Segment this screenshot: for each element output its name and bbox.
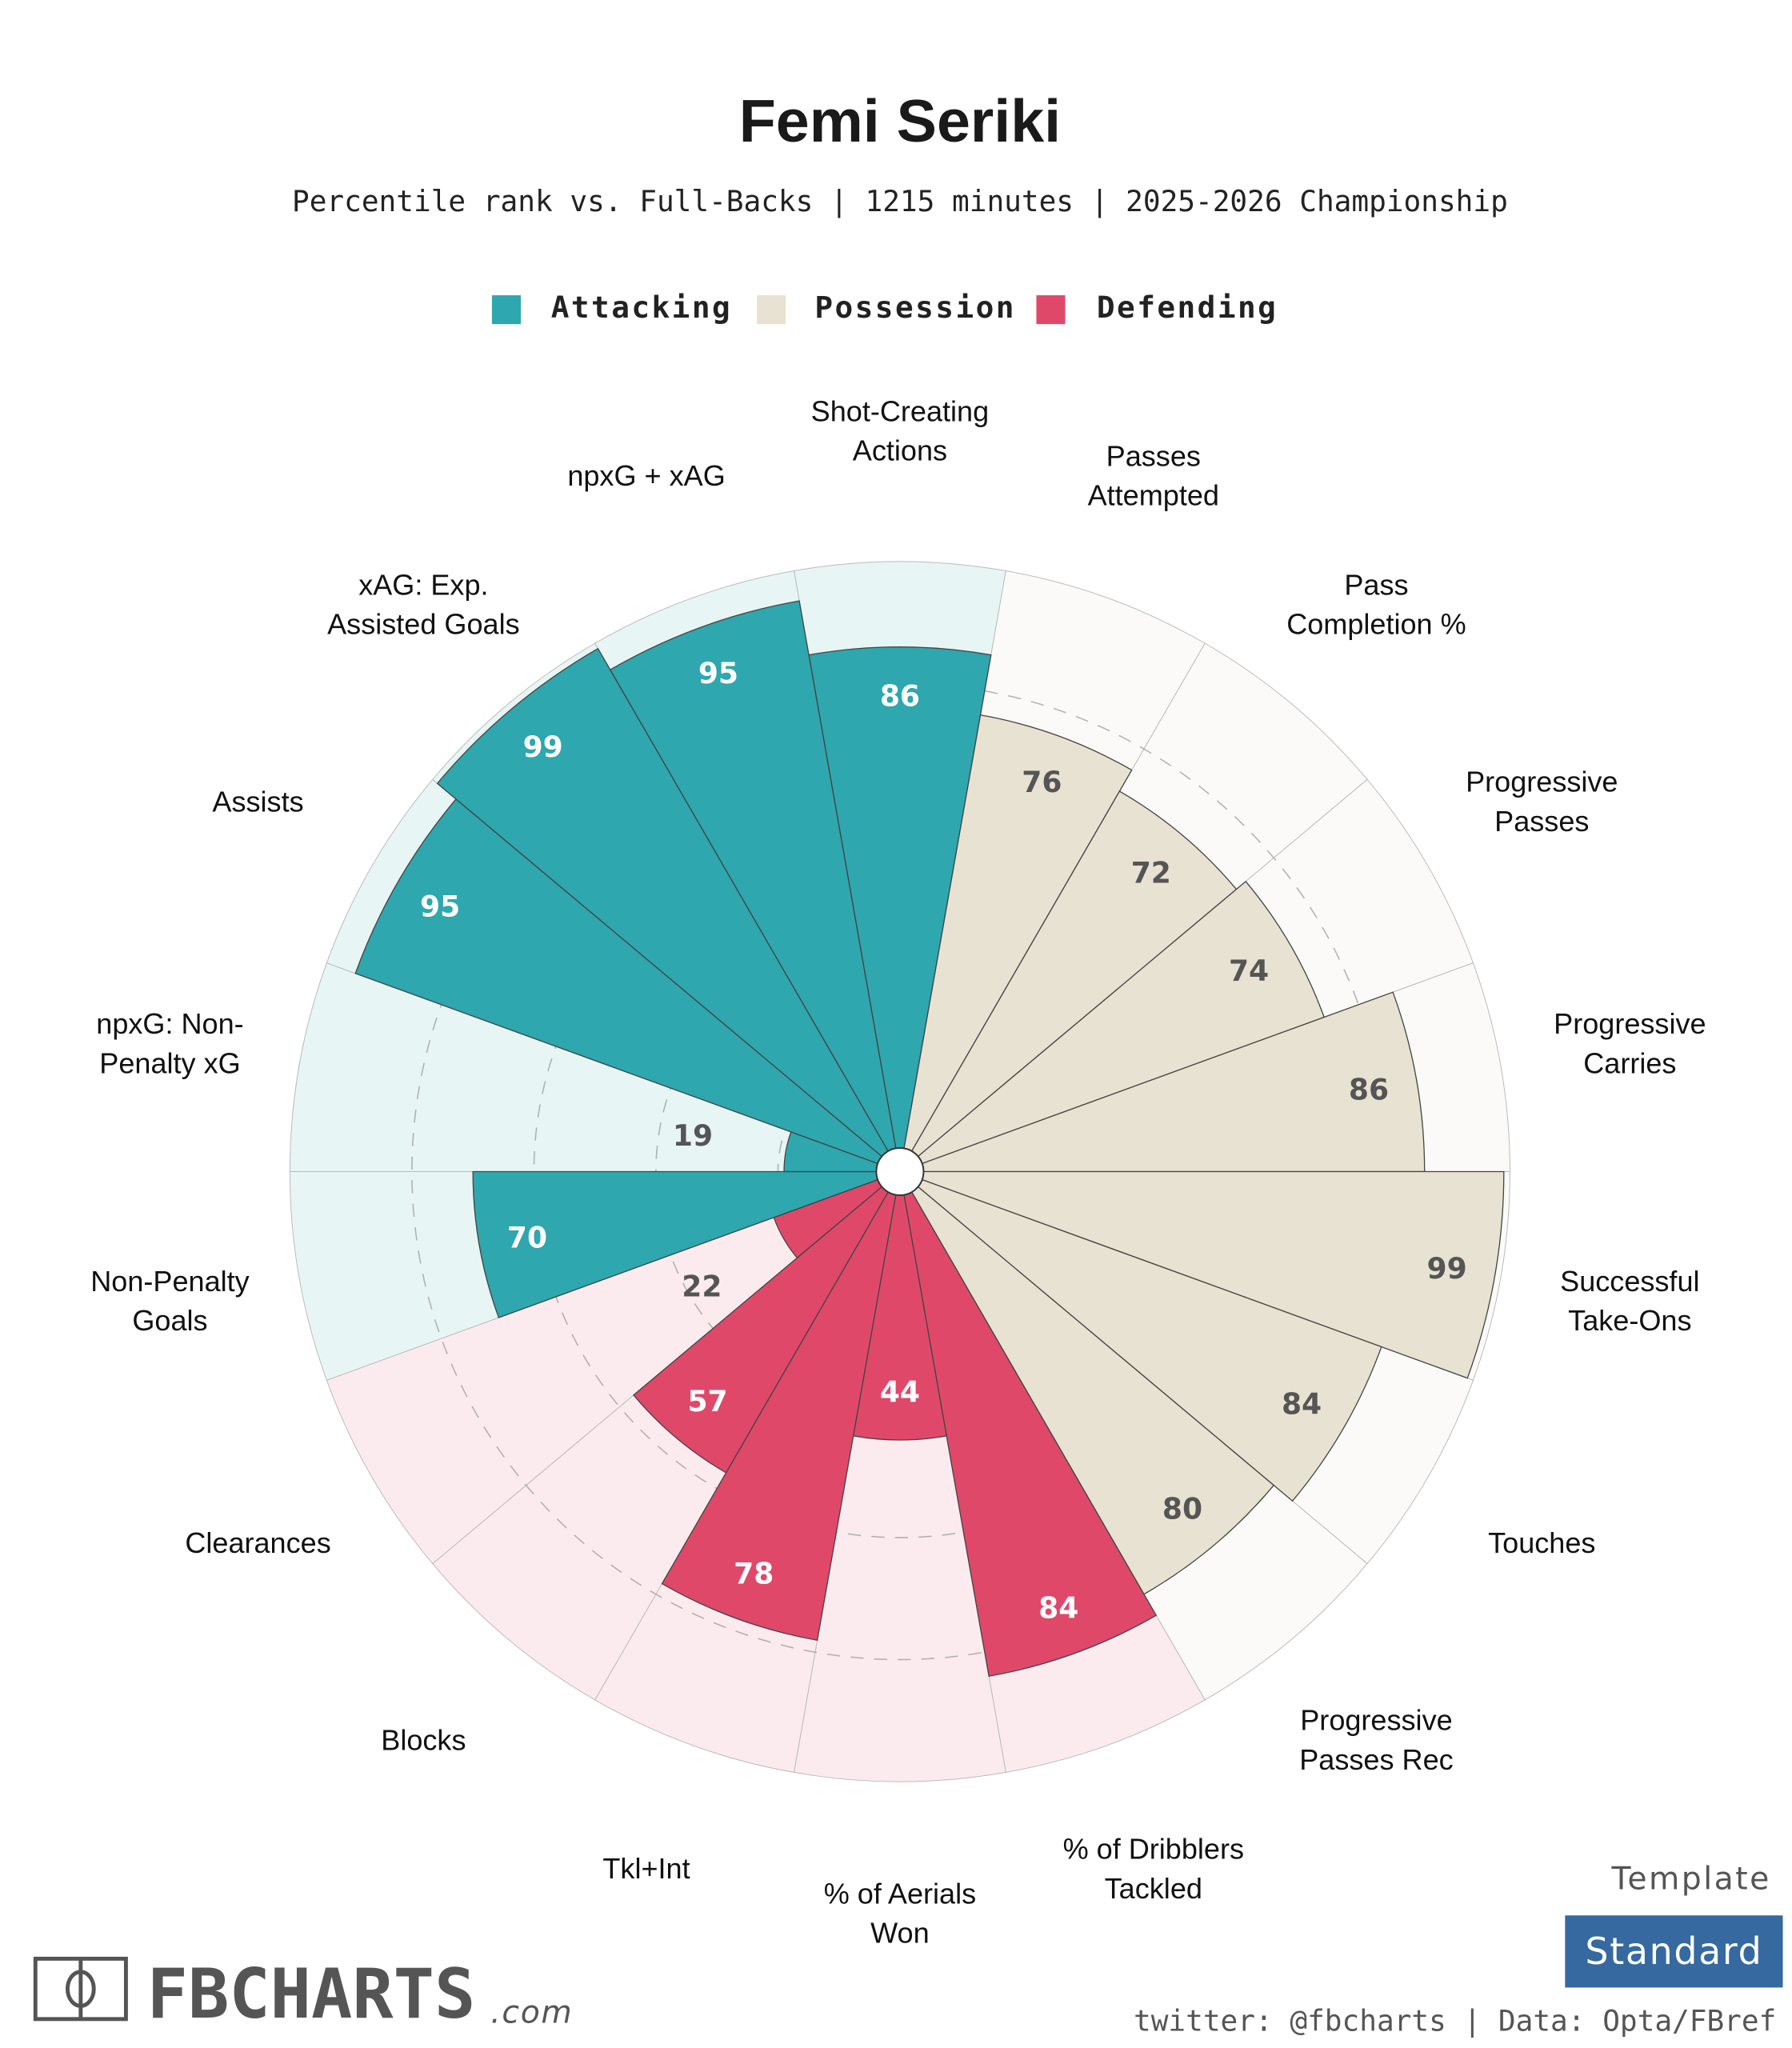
bar — [472, 1170, 901, 1318]
category-label: Carries — [1583, 1046, 1676, 1079]
category-label: Passes Rec — [1299, 1743, 1453, 1776]
category-label: Shot-Creating — [811, 395, 990, 428]
category-label: Attempted — [1088, 479, 1219, 512]
category-label: Progressive — [1300, 1704, 1452, 1737]
bar — [354, 798, 901, 1173]
category-label: Take-Ons — [1568, 1304, 1691, 1337]
value-label: 80 — [1162, 1492, 1202, 1526]
chart-subtitle: Percentile rank vs. Full-Backs | 1215 mi… — [292, 185, 1508, 218]
bar — [899, 790, 1238, 1172]
chart-title: Femi Seriki — [739, 87, 1061, 154]
value-labels: 86 76 72 74 86 99 84 80 84 44 78 57 22 70 19 95 99 95 — [420, 657, 1467, 1626]
category-labels: Shot-Creating Actions Passes Attempted Pass C… — [90, 395, 1706, 1950]
logo-text: FBCHARTS — [147, 1955, 476, 2034]
logo-suffix: .com — [490, 1994, 573, 2031]
bar — [899, 1170, 1505, 1379]
category-label: Completion % — [1286, 607, 1466, 640]
category-label: % of Aerials — [824, 1878, 976, 1910]
value-label: 86 — [1349, 1073, 1389, 1106]
legend-swatch-defending — [1036, 295, 1066, 325]
center-hole — [875, 1146, 925, 1196]
legend-swatch-attacking — [491, 295, 522, 325]
bar — [436, 647, 901, 1172]
bar — [899, 714, 1133, 1172]
slice-background — [793, 1171, 1006, 1782]
credits: twitter: @fbcharts | Data: Opta/FBref — [1134, 2005, 1776, 2038]
pitch-center-circle — [65, 1970, 96, 2008]
value-label: 22 — [682, 1270, 722, 1304]
value-label: 84 — [1038, 1591, 1078, 1625]
category-label: Touches — [1488, 1526, 1595, 1559]
value-label: 72 — [1131, 857, 1171, 890]
bars — [354, 600, 1505, 1678]
legend-label-defending: Defending — [1097, 290, 1278, 325]
category-label: Pass — [1344, 568, 1408, 601]
category-label: Progressive — [1554, 1007, 1706, 1040]
bar — [808, 646, 992, 1172]
category-label: Assists — [212, 785, 303, 818]
value-label: 99 — [523, 730, 563, 764]
bar — [899, 880, 1325, 1173]
category-label: Won — [870, 1917, 930, 1950]
legend-label-attacking: Attacking — [551, 290, 732, 325]
category-label: Actions — [853, 434, 947, 467]
legend-swatch-possession — [757, 295, 786, 325]
bar — [633, 1170, 901, 1474]
legend-label-possession: Possession — [814, 290, 1016, 325]
category-label: Assisted Goals — [327, 607, 520, 640]
value-label: 57 — [687, 1385, 727, 1418]
value-label: 76 — [1022, 766, 1062, 799]
fbcharts-logo: FBCHARTS .com — [33, 1955, 573, 2034]
bar — [899, 991, 1426, 1173]
category-label: % of Dribblers — [1063, 1833, 1244, 1866]
bar — [661, 1171, 901, 1641]
value-label: 95 — [698, 657, 738, 690]
category-label: npxG: Non- — [96, 1007, 243, 1040]
bar — [899, 1170, 1275, 1595]
category-label: Successful — [1560, 1265, 1699, 1298]
template-badge — [1565, 1915, 1783, 1988]
category-label: npxG + xAG — [567, 459, 725, 492]
bar — [609, 600, 901, 1172]
template-label: Template — [1611, 1860, 1771, 1897]
value-label: 99 — [1426, 1252, 1466, 1286]
category-label: Passes — [1494, 805, 1589, 838]
category-label: Passes — [1106, 439, 1201, 472]
template-value: Standard — [1585, 1930, 1762, 1973]
category-label: Clearances — [185, 1526, 330, 1559]
category-label: Tkl+Int — [602, 1852, 690, 1885]
category-label: Non-Penalty — [90, 1265, 249, 1298]
value-label: 44 — [880, 1375, 920, 1409]
value-label: 78 — [734, 1557, 774, 1590]
category-label: Progressive — [1466, 766, 1618, 798]
category-label: Tackled — [1105, 1872, 1202, 1905]
category-label: xAG: Exp. — [358, 568, 488, 601]
value-label: 95 — [420, 890, 460, 924]
legend: Attacking Possession Defending — [491, 290, 1278, 325]
value-label: 86 — [880, 680, 920, 714]
slice-background — [289, 962, 901, 1172]
value-label: 84 — [1282, 1388, 1322, 1422]
value-label: 19 — [673, 1119, 713, 1153]
slice-background — [326, 1171, 901, 1565]
bar — [899, 1170, 1382, 1502]
bar — [899, 1171, 1158, 1678]
category-label: Penalty xG — [99, 1046, 240, 1079]
category-label: Blocks — [381, 1723, 466, 1756]
value-label: 70 — [507, 1222, 547, 1255]
value-label: 74 — [1229, 954, 1269, 988]
category-label: Goals — [132, 1304, 207, 1337]
